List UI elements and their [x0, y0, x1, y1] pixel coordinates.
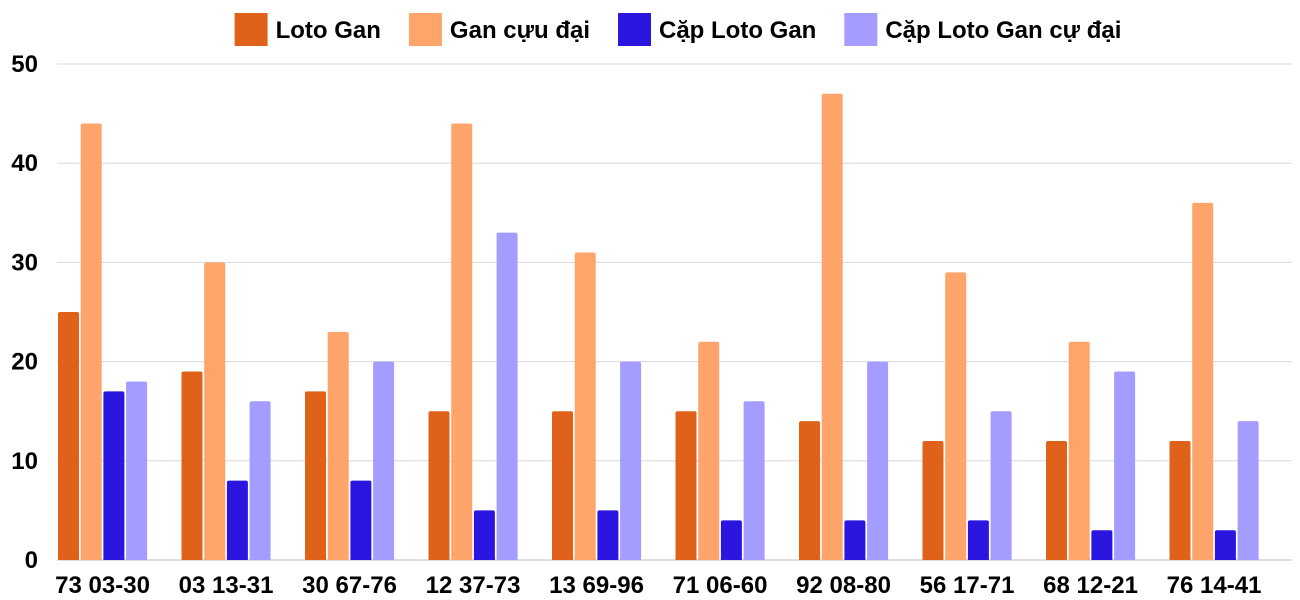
- legend-label-cap-loto-gan-cu-dai: Cặp Loto Gan cự đại: [885, 17, 1121, 44]
- bar-gan-cuu-dai-30-67-76: [327, 331, 349, 560]
- bar-gan-cuu-dai-92-08-80: [821, 93, 843, 560]
- x-tick-label-68-12-21: 68 12-21: [1043, 572, 1138, 599]
- bar-cap-loto-gan-56-17-71: [967, 520, 989, 560]
- legend-swatch-gan-cuu-dai: [408, 13, 442, 46]
- bar-loto-gan-76-14-41: [1169, 440, 1191, 560]
- legend-swatch-cap-loto-gan: [618, 13, 652, 46]
- bar-gan-cuu-dai-12-37-73: [451, 123, 473, 561]
- bar-cap-loto-gan-cu-dai-12-37-73: [496, 232, 518, 560]
- bar-cap-loto-gan-71-06-60: [720, 520, 742, 560]
- bars: [58, 93, 1259, 561]
- y-tick-label-30: 30: [11, 249, 38, 276]
- legend-label-gan-cuu-dai: Gan cựu đại: [450, 17, 590, 44]
- y-axis-ticks: 0 10 20 30 40 50: [11, 51, 38, 574]
- y-tick-label-20: 20: [11, 349, 38, 376]
- legend-item-cap-loto-gan: Cặp Loto Gan: [618, 13, 816, 46]
- bar-cap-loto-gan-73-03-30: [103, 391, 125, 560]
- bar-cap-loto-gan-cu-dai-76-14-41: [1237, 421, 1259, 560]
- bar-cap-loto-gan-cu-dai-68-12-21: [1114, 371, 1136, 560]
- bar-cap-loto-gan-68-12-21: [1091, 530, 1113, 560]
- x-tick-label-12-37-73: 12 37-73: [426, 572, 521, 599]
- x-tick-label-71-06-60: 71 06-60: [673, 572, 768, 599]
- bar-cap-loto-gan-13-69-96: [597, 510, 619, 560]
- legend-item-loto-gan: Loto Gan: [234, 13, 381, 46]
- x-tick-label-13-69-96: 13 69-96: [549, 572, 644, 599]
- x-tick-label-76-14-41: 76 14-41: [1167, 572, 1262, 599]
- bar-gan-cuu-dai-68-12-21: [1068, 341, 1090, 560]
- bar-cap-loto-gan-cu-dai-71-06-60: [743, 401, 765, 560]
- bar-cap-loto-gan-92-08-80: [844, 520, 866, 560]
- bar-gan-cuu-dai-03-13-31: [204, 262, 226, 560]
- bar-cap-loto-gan-cu-dai-03-13-31: [249, 401, 271, 560]
- bar-cap-loto-gan-cu-dai-56-17-71: [990, 411, 1012, 560]
- bar-cap-loto-gan-cu-dai-30-67-76: [373, 361, 395, 560]
- x-tick-label-56-17-71: 56 17-71: [920, 572, 1015, 599]
- bar-gan-cuu-dai-73-03-30: [80, 123, 102, 561]
- x-tick-label-92-08-80: 92 08-80: [796, 572, 891, 599]
- x-tick-label-30-67-76: 30 67-76: [302, 572, 397, 599]
- x-tick-label-73-03-30: 73 03-30: [55, 572, 150, 599]
- x-axis-labels: 73 03-30 03 13-31 30 67-76 12 37-73 13 69-96…: [55, 572, 1261, 599]
- legend-label-cap-loto-gan: Cặp Loto Gan: [659, 17, 816, 44]
- bar-loto-gan-12-37-73: [428, 411, 450, 560]
- bar-loto-gan-03-13-31: [181, 371, 203, 560]
- legend-item-gan-cuu-dai: Gan cựu đại: [408, 13, 590, 46]
- x-tick-label-03-13-31: 03 13-31: [179, 572, 274, 599]
- y-tick-label-50: 50: [11, 51, 38, 78]
- bar-cap-loto-gan-cu-dai-92-08-80: [867, 361, 889, 560]
- bar-loto-gan-68-12-21: [1046, 440, 1067, 560]
- bar-gan-cuu-dai-13-69-96: [574, 252, 596, 561]
- bar-loto-gan-30-67-76: [305, 391, 326, 560]
- bar-cap-loto-gan-76-14-41: [1214, 530, 1236, 560]
- bar-cap-loto-gan-cu-dai-13-69-96: [620, 361, 642, 560]
- legend-swatch-loto-gan: [234, 13, 268, 46]
- y-tick-label-0: 0: [25, 547, 38, 574]
- bar-cap-loto-gan-30-67-76: [350, 480, 372, 560]
- bar-loto-gan-71-06-60: [675, 411, 697, 560]
- bar-cap-loto-gan-12-37-73: [473, 510, 495, 560]
- legend: Loto Gan Gan cựu đại Cặp Loto Gan Cặp Loto …: [234, 13, 1121, 46]
- y-tick-label-10: 10: [11, 448, 38, 475]
- bar-cap-loto-gan-03-13-31: [226, 480, 248, 560]
- bar-loto-gan-92-08-80: [799, 421, 820, 560]
- bar-gan-cuu-dai-71-06-60: [698, 341, 720, 560]
- legend-label-loto-gan: Loto Gan: [276, 17, 381, 44]
- bar-gan-cuu-dai-76-14-41: [1192, 202, 1214, 560]
- bar-cap-loto-gan-cu-dai-73-03-30: [126, 381, 148, 560]
- bar-loto-gan-73-03-30: [58, 312, 79, 560]
- bar-loto-gan-13-69-96: [552, 411, 573, 560]
- bar-gan-cuu-dai-56-17-71: [945, 272, 967, 560]
- legend-swatch-cap-loto-gan-cu-dai: [844, 13, 878, 46]
- y-tick-label-40: 40: [11, 150, 38, 177]
- bar-loto-gan-56-17-71: [922, 440, 944, 560]
- legend-item-cap-loto-gan-cu-dai: Cặp Loto Gan cự đại: [844, 13, 1121, 46]
